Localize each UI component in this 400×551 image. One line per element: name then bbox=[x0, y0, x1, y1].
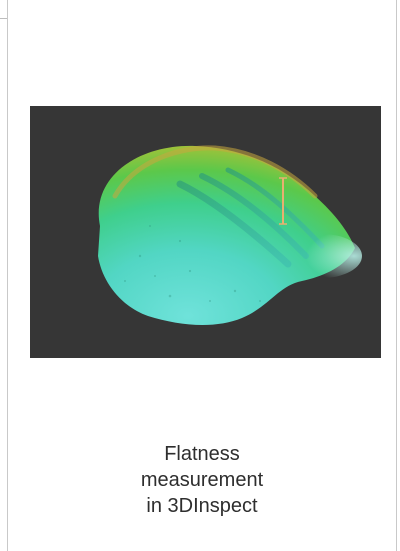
caption-line-1: Flatness bbox=[164, 443, 240, 465]
scan-surface-graphic bbox=[98, 145, 362, 325]
scan-speckles bbox=[124, 225, 261, 302]
scan-groove-1 bbox=[176, 180, 292, 268]
corner-divider bbox=[0, 0, 7, 19]
figure-caption: Flatness measurement in 3DInspect bbox=[7, 441, 397, 519]
caption-line-2: measurement bbox=[140, 469, 264, 491]
caption-line-3: in 3DInspect bbox=[146, 495, 258, 517]
flatness-scan-image bbox=[30, 106, 381, 358]
scan-surface bbox=[98, 145, 355, 325]
scan-rim bbox=[112, 145, 318, 199]
